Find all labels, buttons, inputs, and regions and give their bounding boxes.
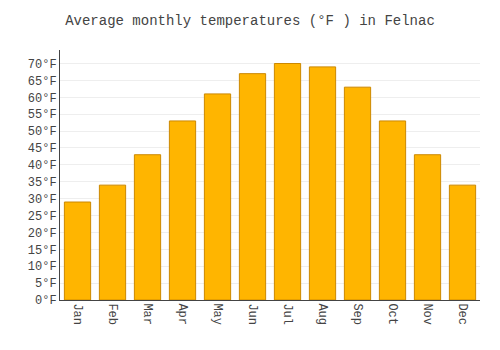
svg-text:50°F: 50°F xyxy=(28,125,57,139)
svg-text:Aug: Aug xyxy=(315,303,329,325)
svg-text:Sep: Sep xyxy=(350,303,364,325)
svg-text:20°F: 20°F xyxy=(28,227,57,241)
svg-text:Jan: Jan xyxy=(70,303,84,325)
svg-text:40°F: 40°F xyxy=(28,159,57,173)
svg-text:Jul: Jul xyxy=(280,303,294,325)
svg-text:55°F: 55°F xyxy=(28,108,57,122)
svg-text:60°F: 60°F xyxy=(28,92,57,106)
svg-text:Nov: Nov xyxy=(420,303,434,325)
svg-text:Dec: Dec xyxy=(455,303,469,325)
svg-text:May: May xyxy=(210,303,224,325)
svg-text:Average monthly temperatures (: Average monthly temperatures (°F ) in Fe… xyxy=(65,13,435,29)
svg-text:0°F: 0°F xyxy=(35,294,57,308)
svg-text:30°F: 30°F xyxy=(28,193,57,207)
svg-text:70°F: 70°F xyxy=(28,58,57,72)
svg-text:10°F: 10°F xyxy=(28,260,57,274)
svg-text:Jun: Jun xyxy=(245,303,259,325)
svg-text:Apr: Apr xyxy=(175,303,189,325)
svg-text:Mar: Mar xyxy=(140,303,154,325)
svg-text:65°F: 65°F xyxy=(28,75,57,89)
svg-text:35°F: 35°F xyxy=(28,176,57,190)
svg-text:Feb: Feb xyxy=(105,303,119,325)
svg-text:45°F: 45°F xyxy=(28,142,57,156)
svg-text:25°F: 25°F xyxy=(28,210,57,224)
svg-text:Oct: Oct xyxy=(385,303,399,325)
svg-text:5°F: 5°F xyxy=(35,277,57,291)
svg-text:15°F: 15°F xyxy=(28,244,57,258)
